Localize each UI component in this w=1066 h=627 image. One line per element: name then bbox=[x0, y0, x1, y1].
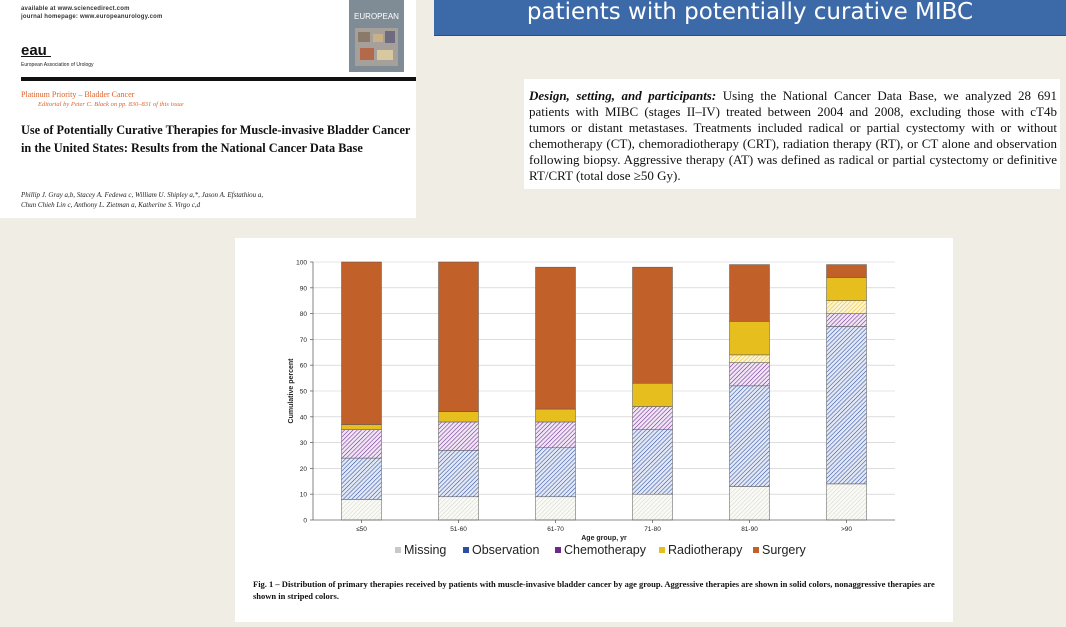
figure-caption: Fig. 1 – Distribution of primary therapi… bbox=[253, 579, 935, 601]
y-tick-label: 70 bbox=[300, 337, 308, 344]
article-header: available at www.sciencedirect.com journ… bbox=[0, 0, 416, 218]
chart-legend: Missing Observation Chemotherapy Radiothera… bbox=[395, 543, 807, 557]
bar-segment-missing bbox=[341, 499, 382, 521]
banner-text: patients with potentially curative MIBC bbox=[526, 0, 974, 25]
editorial-note: Editorial by Peter C. Black on pp. 830–8… bbox=[38, 101, 184, 108]
header-rule bbox=[21, 77, 416, 81]
homepage-line: journal homepage: www.europeanurology.co… bbox=[21, 14, 163, 20]
bar-segment-chemotherapy bbox=[729, 362, 770, 387]
legend-label: Chemotherapy bbox=[564, 543, 647, 557]
journal-cover-title: EUROPEAN bbox=[354, 12, 399, 21]
eau-subtitle: European Association of Urology bbox=[21, 62, 94, 68]
bar-segment-observation bbox=[632, 429, 673, 495]
slide-banner: patients with potentially curative MIBC bbox=[434, 0, 1066, 36]
bar-segment-observation bbox=[438, 450, 479, 498]
legend-label: Radiotherapy bbox=[668, 543, 743, 557]
abstract-excerpt: Design, setting, and participants: Using… bbox=[524, 79, 1060, 189]
bar-segment-surgery bbox=[535, 266, 576, 410]
legend-label: Surgery bbox=[762, 543, 807, 557]
availability-text: available at www.sciencedirect.com journ… bbox=[21, 5, 163, 21]
bar-segment-radiotherapy bbox=[341, 424, 382, 430]
x-tick-label: 61-70 bbox=[547, 526, 564, 533]
abstract-paragraph: Design, setting, and participants: Using… bbox=[529, 88, 1057, 184]
chart-gridlines bbox=[313, 261, 895, 495]
bar-segment-radiotherapy bbox=[826, 277, 867, 301]
y-tick-label: 10 bbox=[300, 492, 308, 499]
y-axis-label: Cumulative percent bbox=[288, 358, 295, 424]
legend-swatch bbox=[753, 547, 759, 553]
abstract-body: Using the National Cancer Data Base, we … bbox=[529, 88, 1058, 183]
authors-line-1: Phillip J. Gray a,b, Stacey A. Fedewa c,… bbox=[21, 191, 264, 199]
x-tick-label: >90 bbox=[841, 526, 852, 533]
x-tick-label: 81-90 bbox=[741, 526, 758, 533]
legend-label: Missing bbox=[404, 543, 446, 557]
legend-label: Observation bbox=[472, 543, 539, 557]
bar-segment-surgery bbox=[632, 266, 673, 384]
bar-segment-radiotherapy bbox=[438, 411, 479, 423]
bar-segment-missing bbox=[632, 493, 673, 521]
bar-segment-surgery bbox=[438, 261, 479, 412]
chart-axes: 0 10 20 30 40 50 60 70 80 90 100 Cumulative percent… bbox=[288, 260, 895, 542]
y-tick-label: 100 bbox=[296, 260, 307, 267]
y-tick-label: 0 bbox=[303, 518, 307, 525]
bar-segment-radiotherapy bbox=[535, 408, 576, 423]
bar-segment-radiotherapy bbox=[729, 354, 770, 363]
x-tick-label: 71-80 bbox=[644, 526, 661, 533]
bar-segment-observation bbox=[729, 385, 770, 487]
y-tick-label: 50 bbox=[300, 389, 308, 396]
bar-segment-missing bbox=[535, 496, 576, 521]
stacked-bar-chart: 0 10 20 30 40 50 60 70 80 90 100 Cumulative percent… bbox=[288, 260, 895, 557]
bar-segment-observation bbox=[341, 457, 382, 500]
availability-line: available at www.sciencedirect.com bbox=[21, 6, 130, 12]
bar-segment-observation bbox=[826, 326, 867, 485]
y-tick-label: 80 bbox=[300, 311, 308, 318]
x-axis-label: Age group, yr bbox=[581, 535, 627, 542]
authors-line-2: Chun Chieh Lin c, Anthony L. Zietman a, … bbox=[21, 201, 201, 209]
legend-swatch bbox=[659, 547, 665, 553]
figure-panel: 0 10 20 30 40 50 60 70 80 90 100 Cumulative percent… bbox=[235, 238, 953, 622]
bar-segment-radiotherapy bbox=[729, 321, 770, 356]
eau-logo-icon: eau bbox=[21, 43, 51, 57]
bar-segment-chemotherapy bbox=[341, 429, 382, 459]
y-tick-label: 40 bbox=[300, 414, 308, 421]
journal-cover: EUROPEAN bbox=[349, 0, 404, 72]
bar-segment-missing bbox=[438, 496, 479, 521]
priority-label: Platinum Priority – Bladder Cancer bbox=[21, 90, 135, 99]
bar-segment-surgery bbox=[826, 264, 867, 278]
legend-swatch bbox=[555, 547, 561, 553]
bar-segment-surgery bbox=[341, 261, 382, 425]
bar-segment-missing bbox=[729, 486, 770, 521]
y-tick-label: 20 bbox=[300, 466, 308, 473]
x-tick-label: 51-60 bbox=[450, 526, 467, 533]
x-tick-label: ≤50 bbox=[356, 526, 367, 533]
bar-segment-radiotherapy bbox=[632, 383, 673, 407]
author-list: Phillip J. Gray a,b, Stacey A. Fedewa c,… bbox=[21, 190, 411, 210]
article-title: Use of Potentially Curative Therapies fo… bbox=[21, 123, 411, 155]
bar-segment-radiotherapy bbox=[826, 300, 867, 314]
y-tick-label: 60 bbox=[300, 363, 308, 370]
abstract-lead: Design, setting, and participants: bbox=[529, 88, 717, 103]
legend-swatch bbox=[395, 547, 401, 553]
y-tick-label: 90 bbox=[300, 285, 308, 292]
bar-segment-chemotherapy bbox=[632, 406, 673, 430]
y-tick-label: 30 bbox=[300, 440, 308, 447]
bar-segment-missing bbox=[826, 483, 867, 521]
journal-cover-image bbox=[355, 28, 398, 66]
bar-segment-chemotherapy bbox=[535, 421, 576, 449]
bar-segment-chemotherapy bbox=[826, 313, 867, 327]
bar-segment-chemotherapy bbox=[438, 421, 479, 451]
bar-segment-observation bbox=[535, 447, 576, 498]
legend-swatch bbox=[463, 547, 469, 553]
chart-bars bbox=[341, 261, 867, 521]
bar-segment-surgery bbox=[729, 264, 770, 322]
eau-logo-text: eau bbox=[21, 43, 47, 57]
